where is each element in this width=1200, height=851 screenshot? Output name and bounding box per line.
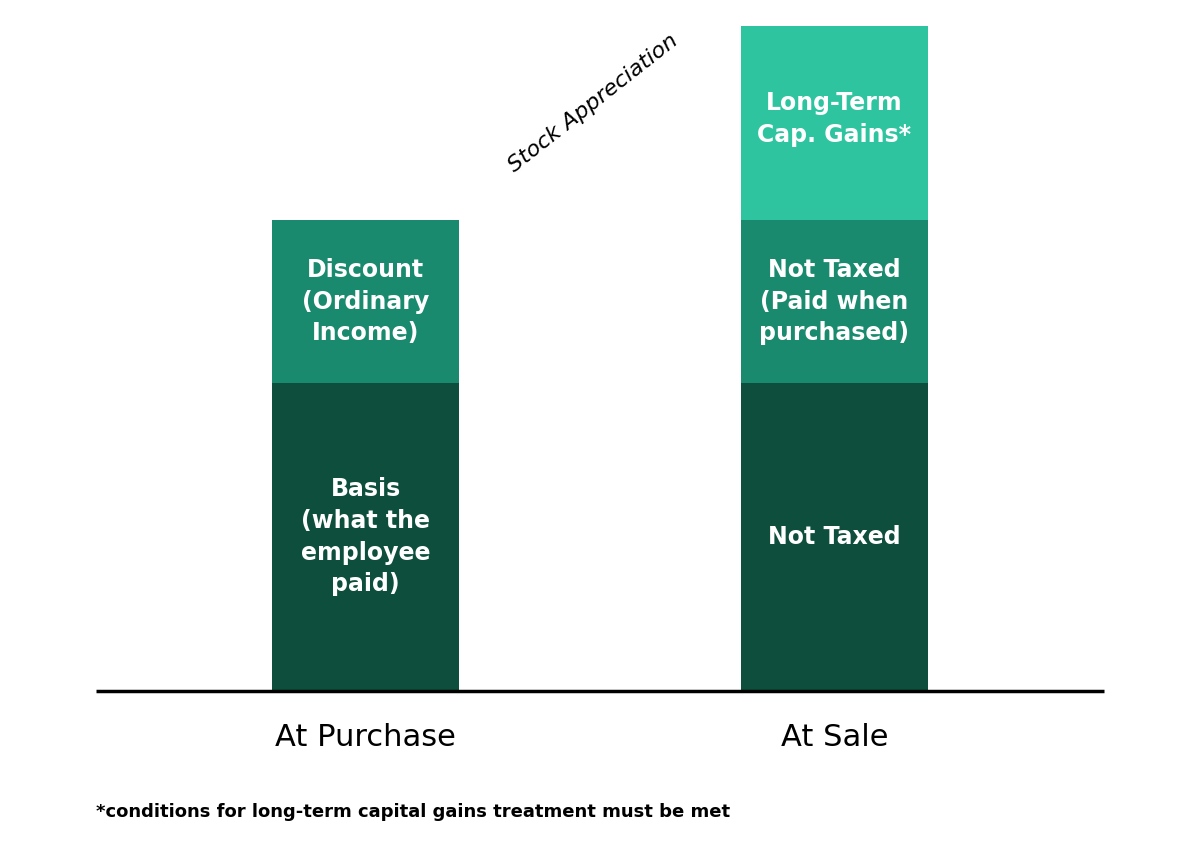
Text: *conditions for long-term capital gains treatment must be met: *conditions for long-term capital gains … [96,802,730,821]
Text: Stock Appreciation: Stock Appreciation [504,31,682,176]
Text: At Sale: At Sale [781,723,888,752]
Text: Basis
(what the
employee
paid): Basis (what the employee paid) [301,477,431,597]
Bar [740,18,929,220]
Bar [271,383,460,691]
Text: At Purchase: At Purchase [275,723,456,752]
Text: Not Taxed
(Paid when
purchased): Not Taxed (Paid when purchased) [760,258,910,346]
Text: Long-Term
Cap. Gains*: Long-Term Cap. Gains* [757,91,912,146]
Text: Discount
(Ordinary
Income): Discount (Ordinary Income) [302,258,430,346]
Bar [271,220,460,383]
Bar [740,220,929,383]
Text: Not Taxed: Not Taxed [768,525,901,549]
Bar [740,383,929,691]
